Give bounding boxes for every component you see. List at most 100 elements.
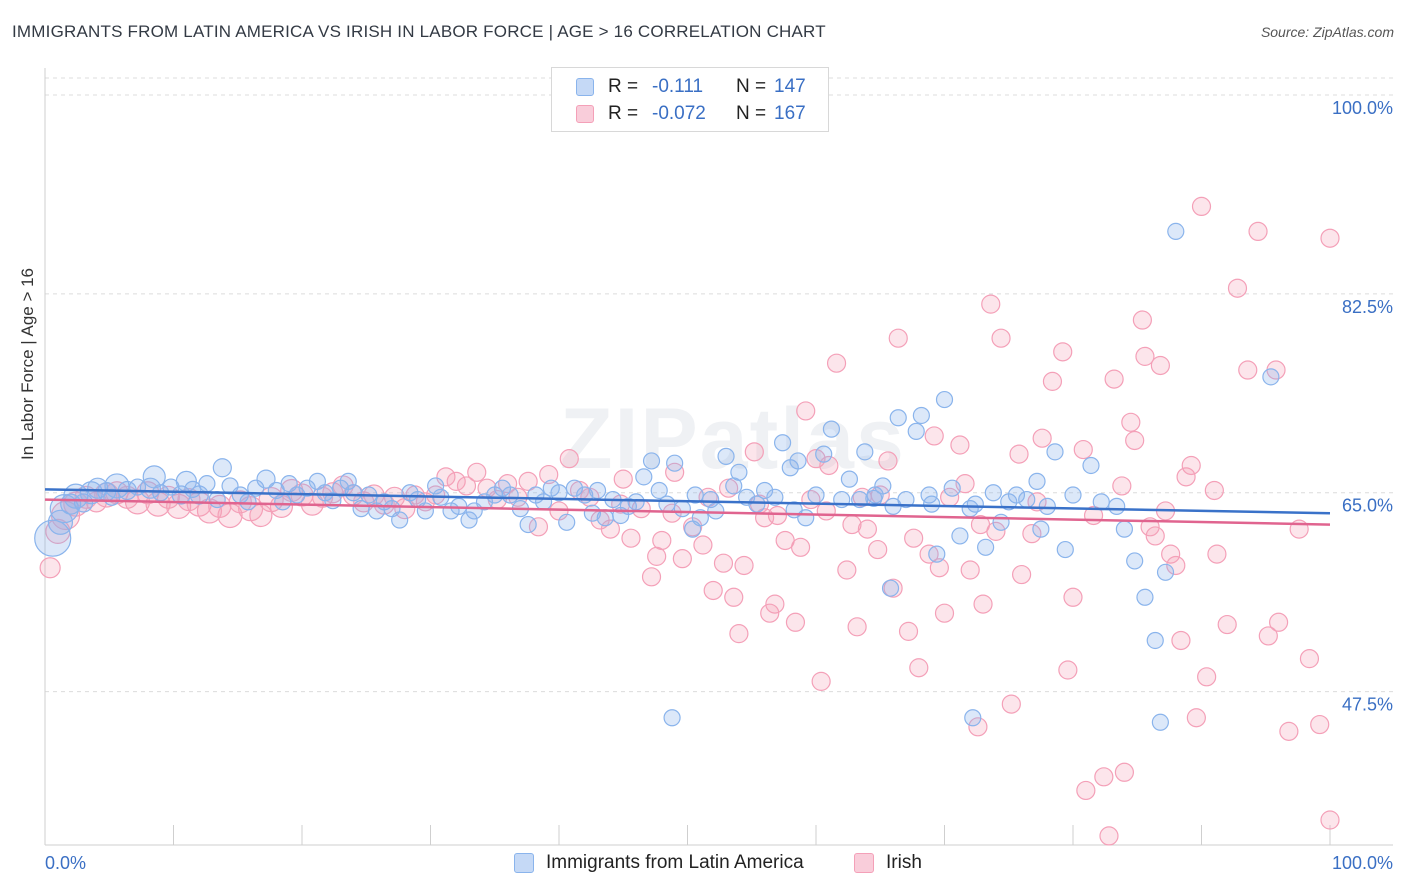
axes	[44, 68, 1393, 846]
irish-point	[904, 528, 924, 548]
latin-america-point	[964, 709, 982, 727]
latin-america-point	[874, 477, 892, 495]
irish-point	[621, 528, 641, 548]
latin-america-point	[773, 434, 792, 452]
irish-point	[968, 717, 988, 737]
legend-row-pink: R = -0.072 N = 167	[576, 102, 806, 126]
irish-point	[1125, 430, 1145, 451]
irish-point	[1114, 762, 1135, 782]
irish-point	[600, 519, 621, 539]
latin-america-point	[558, 513, 576, 531]
latin-america-point	[766, 488, 784, 506]
irish-point	[1076, 780, 1096, 801]
irish-point	[1011, 564, 1032, 585]
irish-point	[641, 567, 662, 587]
irish-point	[888, 328, 908, 348]
latin-america-point	[881, 579, 900, 597]
irish-point	[613, 469, 633, 489]
series-swatch-blue	[514, 853, 534, 873]
irish-point	[934, 603, 955, 623]
latin-america-point	[1082, 456, 1100, 475]
irish-point	[1197, 667, 1217, 687]
latin-america-point	[1064, 486, 1082, 504]
irish-point	[1150, 355, 1170, 376]
series-swatch-pink	[854, 853, 874, 873]
irish-point	[847, 617, 867, 637]
series-legend-blue[interactable]: Immigrants from Latin America	[514, 852, 804, 874]
latin-america-point	[755, 481, 774, 500]
irish-point	[467, 462, 487, 482]
correlation-legend: R = -0.111 N = 147 R = -0.072 N = 167	[551, 67, 829, 132]
latin-america-point	[840, 470, 859, 488]
irish-point	[1135, 346, 1155, 366]
latin-america-point	[1156, 563, 1175, 581]
irish-point	[1258, 626, 1278, 646]
irish-point	[724, 587, 744, 607]
latin-america-point	[807, 486, 825, 504]
latin-america-point	[658, 495, 676, 513]
latin-america-point	[1262, 368, 1280, 386]
irish-point	[929, 558, 949, 578]
latin-america-point	[212, 458, 232, 478]
latin-america-point	[391, 511, 409, 529]
latin-america-point	[298, 479, 316, 497]
irish-point	[1094, 767, 1114, 787]
irish-point	[1027, 492, 1047, 512]
legend-swatch-pink	[576, 105, 594, 123]
irish-trend-line	[44, 498, 1331, 526]
irish-point	[924, 426, 944, 446]
irish-point	[1299, 649, 1320, 669]
irish-points	[39, 196, 1340, 846]
latin-america-point	[691, 509, 709, 527]
watermark: ZIPatlas	[560, 391, 906, 487]
irish-point	[1073, 439, 1093, 460]
latin-america-point	[565, 479, 584, 497]
latin-america-point	[1018, 490, 1036, 509]
grid-lines	[45, 77, 1393, 693]
irish-point	[39, 557, 61, 579]
irish-point	[898, 621, 919, 641]
irish-point	[878, 451, 898, 471]
latin-america-point	[588, 481, 607, 500]
irish-point	[760, 603, 780, 623]
series-label-blue: Immigrants from Latin America	[546, 852, 804, 873]
latin-america-point	[748, 495, 766, 513]
irish-point	[1320, 810, 1340, 830]
latin-america-point	[73, 493, 94, 513]
latin-america-point	[1028, 472, 1046, 490]
latin-america-point	[663, 709, 681, 727]
latin-america-point	[686, 486, 704, 504]
irish-point	[981, 294, 1001, 314]
latin-america-point	[416, 502, 434, 520]
legend-row-blue: R = -0.111 N = 147	[576, 75, 806, 99]
irish-point	[1176, 467, 1196, 487]
irish-point	[819, 455, 839, 476]
latin-america-point	[1167, 222, 1185, 240]
irish-point	[1186, 708, 1206, 728]
latin-america-point	[501, 486, 519, 504]
x-tick-label-max: 100.0%	[1332, 853, 1393, 873]
series-legend-pink[interactable]: Irish	[854, 852, 922, 874]
irish-point	[1191, 196, 1212, 217]
source-attribution: Source: ZipAtlas.com	[1260, 24, 1394, 40]
irish-point	[1268, 612, 1289, 632]
legend-r-label: R =	[608, 103, 639, 124]
latin-america-point	[1032, 520, 1050, 538]
latin-america-point	[923, 495, 941, 513]
tick-labels: 47.5% 65.0% 82.5% 100.0% 0.0% 100.0%	[45, 98, 1393, 873]
latin-america-point	[666, 454, 684, 472]
irish-point	[1204, 480, 1224, 501]
latin-america-point	[977, 538, 995, 556]
irish-point	[1145, 526, 1165, 546]
latin-america-point	[460, 511, 478, 529]
latin-america-point	[966, 495, 984, 513]
y-tick-label: 65.0%	[1342, 496, 1393, 516]
latin-america-point	[1038, 497, 1056, 515]
irish-point	[518, 471, 538, 491]
irish-point	[909, 658, 929, 678]
irish-point	[1001, 694, 1021, 714]
irish-point	[1310, 714, 1330, 735]
y-tick-label: 47.5%	[1342, 695, 1393, 715]
latin-america-point	[789, 452, 807, 470]
